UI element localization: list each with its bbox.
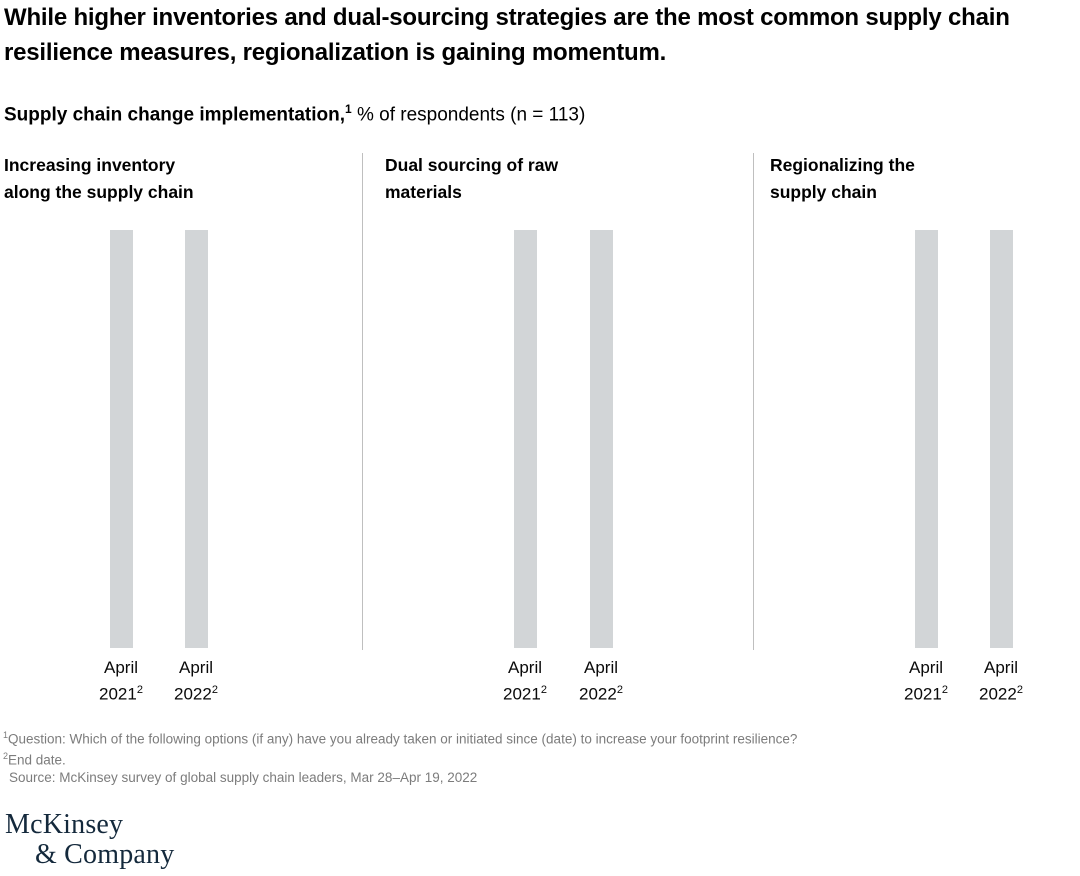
bar-panel1-april2021 xyxy=(109,230,133,648)
footnote-text: Question: Which of the following options… xyxy=(8,731,798,747)
footnote-marker-2: 2 xyxy=(1016,684,1023,696)
bar-panel2-april2022 xyxy=(589,230,613,648)
bar-area xyxy=(966,230,1036,648)
panel-divider xyxy=(753,153,754,650)
bar-label-year: 2021 xyxy=(904,684,942,704)
panel-heading-line: Regionalizing the xyxy=(770,155,915,175)
footnote-source: Source: McKinsey survey of global supply… xyxy=(3,769,1063,787)
bar-column-panel1-april2021: April 20212 xyxy=(86,230,156,706)
footnote-marker-2: 2 xyxy=(211,684,218,696)
bar-label-year: 2022 xyxy=(979,684,1017,704)
footnote-end-date: 2End date. xyxy=(3,748,1063,769)
footnotes: 1Question: Which of the following option… xyxy=(3,727,1063,787)
panel-heading-regionalizing: Regionalizing the supply chain xyxy=(770,152,1020,206)
bar-area xyxy=(86,230,156,648)
bar-column-panel3-april2022: April 20222 xyxy=(966,230,1036,706)
mckinsey-logo: McKinsey & Company xyxy=(5,810,174,870)
panel-heading-line: along the supply chain xyxy=(4,182,194,202)
panel-heading-dual-sourcing: Dual sourcing of raw materials xyxy=(385,152,635,206)
bar-label: April 20212 xyxy=(891,657,961,706)
bar-label-month: April xyxy=(507,658,542,677)
bar-label-year: 2021 xyxy=(99,684,137,704)
bar-column-panel2-april2021: April 20212 xyxy=(490,230,560,706)
footnote-text: End date. xyxy=(8,752,66,768)
mckinsey-logo-line1: McKinsey xyxy=(5,809,124,840)
bar-area xyxy=(566,230,636,648)
bar-panel3-april2022 xyxy=(989,230,1013,648)
panel-heading-line: Dual sourcing of raw xyxy=(385,155,559,175)
footnote-marker-2: 2 xyxy=(3,751,9,761)
footnote-text: Source: McKinsey survey of global supply… xyxy=(9,770,478,785)
chart-subtitle-bold: Supply chain change implementation, xyxy=(4,104,345,126)
footnote-question: 1Question: Which of the following option… xyxy=(3,727,1063,748)
panel-heading-line: materials xyxy=(385,182,462,202)
panel-divider xyxy=(362,153,363,650)
bar-area xyxy=(490,230,560,648)
bar-label: April 20222 xyxy=(161,657,231,706)
page-title: While higher inventories and dual-sourci… xyxy=(4,4,1010,66)
bar-panel2-april2021 xyxy=(513,230,537,648)
bar-column-panel2-april2022: April 20222 xyxy=(566,230,636,706)
bar-panel3-april2021 xyxy=(914,230,938,648)
footnote-marker-2: 2 xyxy=(941,684,948,696)
bar-column-panel1-april2022: April 20222 xyxy=(161,230,231,706)
bar-column-panel3-april2021: April 20212 xyxy=(891,230,961,706)
bar-panel1-april2022 xyxy=(184,230,208,648)
bar-label-year: 2021 xyxy=(503,684,541,704)
footnote-marker-1: 1 xyxy=(3,730,9,740)
footnote-marker-2: 2 xyxy=(616,684,623,696)
panel-heading-line: supply chain xyxy=(770,182,877,202)
mckinsey-logo-line2: & Company xyxy=(35,839,175,870)
footnote-marker-1: 1 xyxy=(345,102,352,116)
bar-label: April 20222 xyxy=(566,657,636,706)
footnote-marker-2: 2 xyxy=(136,684,143,696)
bar-label-month: April xyxy=(583,658,618,677)
bar-label-month: April xyxy=(103,658,138,677)
footnote-marker-2: 2 xyxy=(540,684,547,696)
panel-heading-increasing-inventory: Increasing inventory along the supply ch… xyxy=(4,152,254,206)
bar-label-month: April xyxy=(178,658,213,677)
chart-subtitle: Supply chain change implementation,1 % o… xyxy=(4,97,585,127)
bar-label: April 20222 xyxy=(966,657,1036,706)
panel-heading-line: Increasing inventory xyxy=(4,155,176,175)
chart-subtitle-unit: % of respondents (n = 113) xyxy=(351,104,586,126)
bar-label-year: 2022 xyxy=(579,684,617,704)
bar-label-year: 2022 xyxy=(174,684,212,704)
bar-area xyxy=(161,230,231,648)
bar-label: April 20212 xyxy=(86,657,156,706)
bar-label-month: April xyxy=(908,658,943,677)
bar-label: April 20212 xyxy=(490,657,560,706)
bar-area xyxy=(891,230,961,648)
bar-label-month: April xyxy=(983,658,1018,677)
